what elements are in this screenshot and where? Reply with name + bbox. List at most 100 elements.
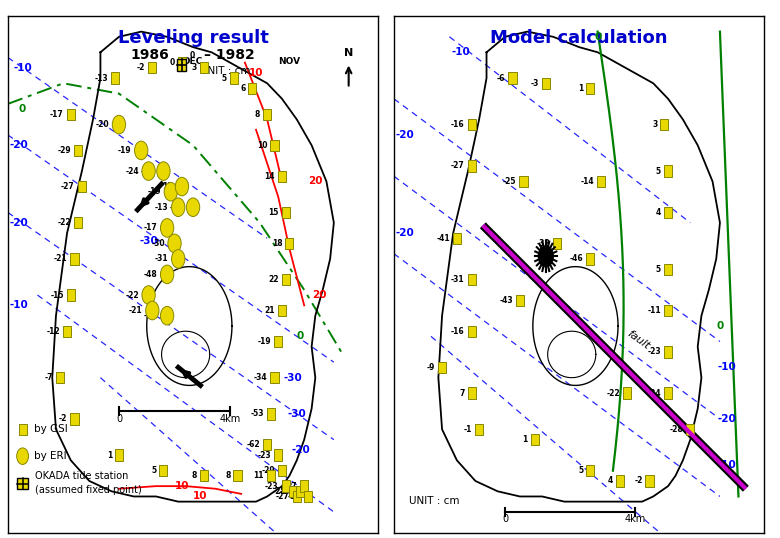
FancyBboxPatch shape <box>587 253 594 265</box>
FancyBboxPatch shape <box>661 119 668 130</box>
FancyBboxPatch shape <box>271 139 278 151</box>
Text: 4km: 4km <box>624 514 645 525</box>
FancyBboxPatch shape <box>267 470 275 482</box>
Text: -22: -22 <box>607 388 620 398</box>
FancyBboxPatch shape <box>475 423 483 435</box>
Text: UNIT : cm: UNIT : cm <box>200 66 251 76</box>
Text: -48: -48 <box>144 270 158 279</box>
Text: Leveling result: Leveling result <box>118 29 268 47</box>
Text: -34: -34 <box>647 388 661 398</box>
Text: 22: 22 <box>268 275 278 284</box>
Circle shape <box>146 301 159 320</box>
Text: -15: -15 <box>50 291 64 300</box>
Text: -28: -28 <box>280 487 293 496</box>
Text: -22: -22 <box>58 218 71 227</box>
Text: -31: -31 <box>451 275 465 284</box>
Text: -53: -53 <box>250 409 264 419</box>
Text: -7: -7 <box>44 373 52 382</box>
FancyBboxPatch shape <box>55 372 64 384</box>
Circle shape <box>161 307 174 325</box>
FancyBboxPatch shape <box>468 160 476 172</box>
Text: 0: 0 <box>502 514 508 525</box>
Text: -9: -9 <box>427 363 435 372</box>
FancyBboxPatch shape <box>67 109 75 120</box>
Text: -23: -23 <box>647 348 661 356</box>
Text: -12: -12 <box>47 327 60 336</box>
Text: -16: -16 <box>451 327 465 336</box>
Circle shape <box>16 448 29 464</box>
Text: -13: -13 <box>155 203 168 212</box>
Text: -17: -17 <box>50 110 64 119</box>
Text: 10: 10 <box>175 481 190 491</box>
Text: -10: -10 <box>13 63 32 73</box>
FancyBboxPatch shape <box>468 119 476 130</box>
Text: 3: 3 <box>192 63 197 72</box>
FancyBboxPatch shape <box>263 109 271 120</box>
FancyBboxPatch shape <box>178 57 186 68</box>
FancyBboxPatch shape <box>553 238 561 249</box>
Circle shape <box>186 198 200 216</box>
FancyBboxPatch shape <box>587 465 594 476</box>
FancyBboxPatch shape <box>664 165 672 177</box>
Text: -30: -30 <box>139 236 158 246</box>
Text: -2: -2 <box>59 414 67 423</box>
FancyBboxPatch shape <box>516 294 524 306</box>
Text: -2: -2 <box>634 477 643 485</box>
Text: -27: -27 <box>276 492 289 501</box>
Text: 5: 5 <box>578 466 583 475</box>
Text: -20: -20 <box>9 218 28 228</box>
Text: 10: 10 <box>257 141 268 150</box>
FancyBboxPatch shape <box>248 83 257 94</box>
Text: -27: -27 <box>170 203 183 212</box>
FancyBboxPatch shape <box>453 232 461 244</box>
FancyBboxPatch shape <box>275 336 282 347</box>
Text: -19: -19 <box>147 187 161 196</box>
Text: 5: 5 <box>222 74 227 83</box>
Text: 0: 0 <box>297 331 304 341</box>
Text: 14: 14 <box>264 172 275 181</box>
Text: NOV: NOV <box>278 57 300 66</box>
Text: -14: -14 <box>581 177 594 186</box>
FancyBboxPatch shape <box>542 77 550 89</box>
FancyBboxPatch shape <box>304 491 312 502</box>
Text: -23: -23 <box>257 451 271 459</box>
FancyBboxPatch shape <box>74 217 82 229</box>
Text: -62: -62 <box>246 440 260 449</box>
Text: -16: -16 <box>451 120 465 129</box>
FancyBboxPatch shape <box>285 238 293 249</box>
Text: -19: -19 <box>118 146 132 155</box>
Text: -10: -10 <box>718 461 737 470</box>
Text: -34: -34 <box>254 373 268 382</box>
Text: -20: -20 <box>395 228 414 238</box>
Text: 0: 0 <box>190 51 195 60</box>
Text: 1: 1 <box>523 435 527 444</box>
Text: -1: -1 <box>463 425 472 434</box>
FancyBboxPatch shape <box>300 480 308 492</box>
Text: -25: -25 <box>503 177 516 186</box>
FancyBboxPatch shape <box>63 325 71 337</box>
FancyBboxPatch shape <box>438 362 446 373</box>
Text: 3: 3 <box>652 120 658 129</box>
Text: -23: -23 <box>265 482 278 491</box>
FancyBboxPatch shape <box>233 470 242 482</box>
Circle shape <box>161 218 174 237</box>
Text: 10: 10 <box>249 68 264 78</box>
FancyBboxPatch shape <box>200 470 208 482</box>
Text: -17: -17 <box>144 223 158 232</box>
FancyBboxPatch shape <box>275 449 282 461</box>
Circle shape <box>134 141 148 160</box>
Text: -30: -30 <box>287 409 307 419</box>
Text: 1: 1 <box>578 84 583 93</box>
Text: 4: 4 <box>656 208 661 217</box>
Text: -23: -23 <box>144 311 158 320</box>
Text: -21: -21 <box>54 254 67 264</box>
FancyBboxPatch shape <box>267 408 275 420</box>
FancyBboxPatch shape <box>519 176 527 187</box>
FancyBboxPatch shape <box>230 73 238 84</box>
FancyBboxPatch shape <box>278 305 286 316</box>
Text: 1986: 1986 <box>130 48 168 62</box>
Text: 8: 8 <box>225 471 230 480</box>
Text: Model calculation: Model calculation <box>491 29 668 47</box>
Text: DEC: DEC <box>182 57 202 66</box>
Text: -2: -2 <box>136 63 145 72</box>
